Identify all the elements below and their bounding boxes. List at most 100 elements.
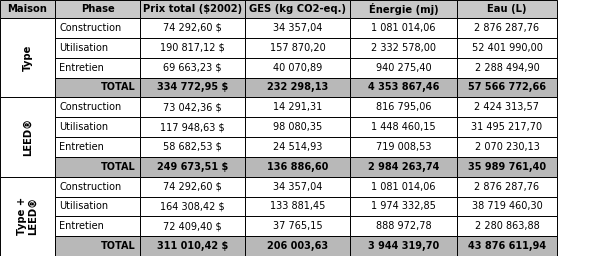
Bar	[55, 177, 140, 197]
Text: TOTAL: TOTAL	[101, 162, 136, 172]
Text: 14 291,31: 14 291,31	[273, 102, 322, 112]
Text: 74 292,60 $: 74 292,60 $	[163, 182, 222, 191]
Text: 190 817,12 $: 190 817,12 $	[160, 43, 225, 53]
Text: 38 719 460,30: 38 719 460,30	[472, 201, 542, 211]
Bar	[140, 78, 245, 97]
Bar	[245, 97, 350, 117]
Bar	[140, 58, 245, 78]
Bar	[245, 177, 350, 197]
Text: 24 514,93: 24 514,93	[273, 142, 322, 152]
Bar	[55, 157, 140, 177]
Text: 816 795,06: 816 795,06	[376, 102, 431, 112]
Text: 2 984 263,74: 2 984 263,74	[368, 162, 439, 172]
Bar	[140, 236, 245, 256]
Text: Phase: Phase	[80, 4, 114, 14]
Text: 3 944 319,70: 3 944 319,70	[368, 241, 439, 251]
Text: 888 972,78: 888 972,78	[376, 221, 431, 231]
Bar	[55, 78, 140, 97]
Bar	[0, 18, 55, 97]
Text: 249 673,51 $: 249 673,51 $	[157, 162, 228, 172]
Bar	[350, 216, 457, 236]
Bar	[457, 236, 557, 256]
Bar	[350, 58, 457, 78]
Text: 34 357,04: 34 357,04	[273, 23, 322, 33]
Bar	[457, 157, 557, 177]
Text: 40 070,89: 40 070,89	[273, 62, 322, 73]
Text: Entretien: Entretien	[59, 221, 104, 231]
Text: Entretien: Entretien	[59, 62, 104, 73]
Bar	[0, 97, 55, 177]
Text: TOTAL: TOTAL	[101, 241, 136, 251]
Bar	[55, 137, 140, 157]
Bar	[140, 38, 245, 58]
Bar	[245, 197, 350, 216]
Text: 2 288 494,90: 2 288 494,90	[475, 62, 539, 73]
Text: 58 682,53 $: 58 682,53 $	[163, 142, 222, 152]
Text: 133 881,45: 133 881,45	[270, 201, 325, 211]
Text: 1 081 014,06: 1 081 014,06	[371, 182, 435, 191]
Text: Utilisation: Utilisation	[59, 122, 108, 132]
Bar	[457, 117, 557, 137]
Bar	[245, 137, 350, 157]
Text: 34 357,04: 34 357,04	[273, 182, 322, 191]
Bar	[55, 216, 140, 236]
Text: Entretien: Entretien	[59, 142, 104, 152]
Bar	[350, 177, 457, 197]
Bar	[457, 0, 557, 18]
Bar	[0, 0, 55, 18]
Bar	[140, 177, 245, 197]
Bar	[457, 197, 557, 216]
Text: 1 974 332,85: 1 974 332,85	[371, 201, 436, 211]
Text: 43 876 611,94: 43 876 611,94	[468, 241, 546, 251]
Bar	[140, 97, 245, 117]
Bar	[245, 38, 350, 58]
Text: TOTAL: TOTAL	[101, 82, 136, 92]
Bar	[55, 236, 140, 256]
Text: 1 081 014,06: 1 081 014,06	[371, 23, 435, 33]
Text: 4 353 867,46: 4 353 867,46	[368, 82, 439, 92]
Bar	[457, 137, 557, 157]
Bar	[245, 0, 350, 18]
Bar	[350, 97, 457, 117]
Text: 2 876 287,76: 2 876 287,76	[474, 182, 539, 191]
Text: 72 409,40 $: 72 409,40 $	[163, 221, 222, 231]
Bar	[457, 177, 557, 197]
Text: 940 275,40: 940 275,40	[376, 62, 431, 73]
Bar	[55, 117, 140, 137]
Bar	[140, 117, 245, 137]
Text: 74 292,60 $: 74 292,60 $	[163, 23, 222, 33]
Text: 164 308,42 $: 164 308,42 $	[160, 201, 225, 211]
Text: 73 042,36 $: 73 042,36 $	[163, 102, 222, 112]
Text: Type +
LEED®: Type + LEED®	[17, 197, 38, 236]
Bar	[140, 137, 245, 157]
Bar	[140, 197, 245, 216]
Bar	[457, 38, 557, 58]
Bar	[457, 58, 557, 78]
Text: 2 332 578,00: 2 332 578,00	[371, 43, 436, 53]
Bar	[55, 18, 140, 38]
Text: 157 870,20: 157 870,20	[269, 43, 326, 53]
Bar	[55, 0, 140, 18]
Text: 69 663,23 $: 69 663,23 $	[163, 62, 222, 73]
Bar	[350, 0, 457, 18]
Text: Construction: Construction	[59, 102, 121, 112]
Bar	[55, 38, 140, 58]
Bar	[245, 18, 350, 38]
Bar	[350, 197, 457, 216]
Text: Utilisation: Utilisation	[59, 43, 108, 53]
Text: 719 008,53: 719 008,53	[376, 142, 431, 152]
Text: 2 280 863,88: 2 280 863,88	[475, 221, 539, 231]
Bar	[245, 58, 350, 78]
Bar	[55, 197, 140, 216]
Bar	[350, 137, 457, 157]
Bar	[55, 58, 140, 78]
Text: 2 070 230,13: 2 070 230,13	[475, 142, 539, 152]
Text: 2 876 287,76: 2 876 287,76	[474, 23, 539, 33]
Bar	[350, 117, 457, 137]
Text: LEED®: LEED®	[22, 118, 33, 156]
Text: GES (kg CO2-eq.): GES (kg CO2-eq.)	[249, 4, 346, 14]
Text: 136 886,60: 136 886,60	[267, 162, 328, 172]
Bar	[140, 157, 245, 177]
Bar	[350, 157, 457, 177]
Bar	[245, 78, 350, 97]
